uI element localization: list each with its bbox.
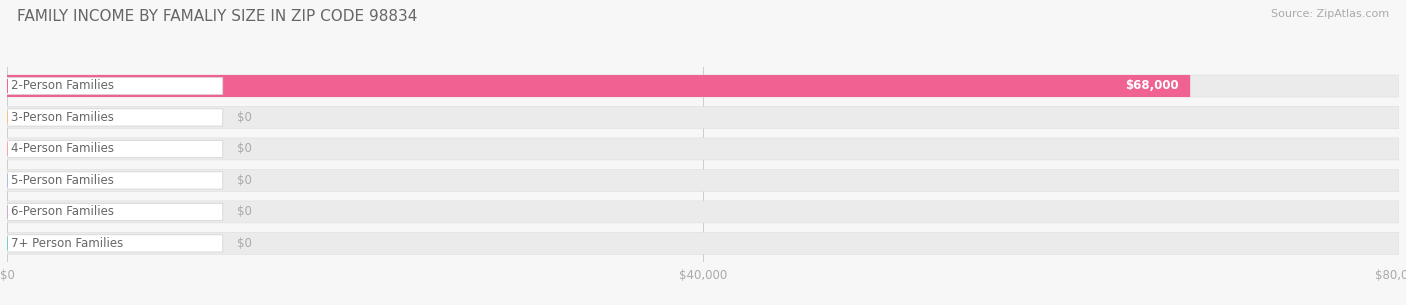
FancyBboxPatch shape bbox=[7, 77, 222, 95]
Text: 3-Person Families: 3-Person Families bbox=[11, 111, 114, 124]
Text: Source: ZipAtlas.com: Source: ZipAtlas.com bbox=[1271, 9, 1389, 19]
Text: 6-Person Families: 6-Person Families bbox=[11, 206, 114, 218]
FancyBboxPatch shape bbox=[7, 138, 1399, 160]
FancyBboxPatch shape bbox=[7, 109, 222, 126]
Text: 4-Person Families: 4-Person Families bbox=[11, 142, 114, 156]
Text: $0: $0 bbox=[236, 174, 252, 187]
Text: 7+ Person Families: 7+ Person Families bbox=[11, 237, 124, 250]
Text: FAMILY INCOME BY FAMALIY SIZE IN ZIP CODE 98834: FAMILY INCOME BY FAMALIY SIZE IN ZIP COD… bbox=[17, 9, 418, 24]
Text: $0: $0 bbox=[236, 142, 252, 156]
FancyBboxPatch shape bbox=[7, 172, 222, 189]
FancyBboxPatch shape bbox=[7, 235, 222, 252]
Text: $68,000: $68,000 bbox=[1125, 80, 1180, 92]
FancyBboxPatch shape bbox=[7, 75, 1399, 97]
FancyBboxPatch shape bbox=[7, 169, 1399, 192]
Text: $0: $0 bbox=[236, 111, 252, 124]
FancyBboxPatch shape bbox=[7, 203, 222, 221]
FancyBboxPatch shape bbox=[7, 140, 222, 158]
FancyBboxPatch shape bbox=[7, 106, 1399, 128]
Text: 5-Person Families: 5-Person Families bbox=[11, 174, 114, 187]
Text: $0: $0 bbox=[236, 237, 252, 250]
FancyBboxPatch shape bbox=[7, 232, 1399, 254]
Text: 2-Person Families: 2-Person Families bbox=[11, 80, 114, 92]
Text: $0: $0 bbox=[236, 206, 252, 218]
FancyBboxPatch shape bbox=[7, 75, 1189, 97]
FancyBboxPatch shape bbox=[7, 201, 1399, 223]
